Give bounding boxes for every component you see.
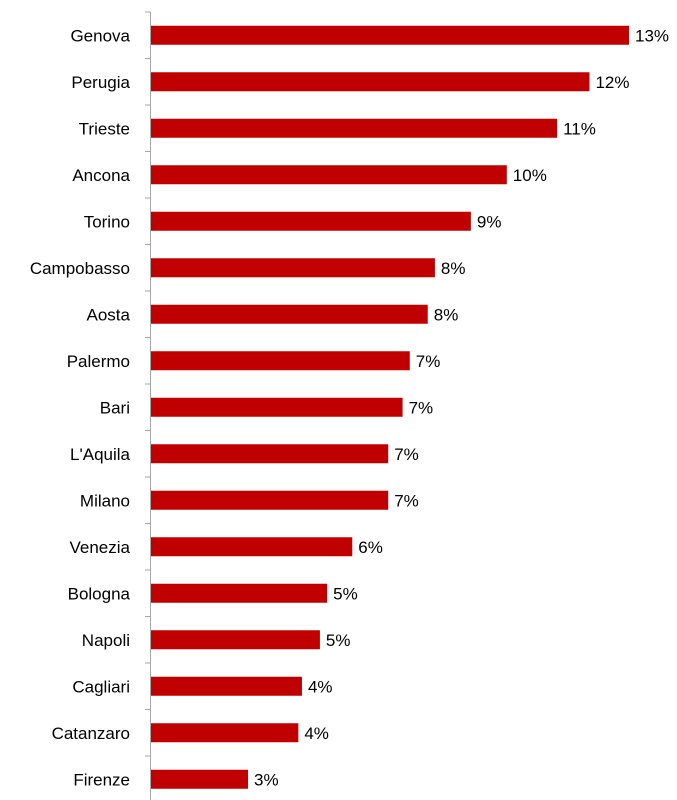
bar bbox=[151, 258, 435, 278]
data-label: 10% bbox=[513, 166, 547, 185]
data-label: 7% bbox=[394, 445, 419, 464]
bar bbox=[151, 165, 507, 185]
data-label: 9% bbox=[477, 212, 502, 231]
bars-layer bbox=[151, 25, 629, 789]
category-label: Bologna bbox=[68, 584, 131, 603]
category-label: Venezia bbox=[70, 538, 131, 557]
category-label: Perugia bbox=[71, 73, 130, 92]
bar bbox=[151, 583, 328, 603]
bar bbox=[151, 769, 249, 789]
bar bbox=[151, 630, 320, 650]
data-label: 5% bbox=[333, 584, 358, 603]
category-label: L'Aquila bbox=[70, 445, 131, 464]
bar bbox=[151, 723, 299, 743]
bar bbox=[151, 676, 302, 696]
category-label: Ancona bbox=[72, 166, 130, 185]
bar bbox=[151, 351, 410, 371]
axis-layer bbox=[145, 11, 151, 800]
data-label: 13% bbox=[635, 26, 669, 45]
bar bbox=[151, 118, 558, 138]
bar bbox=[151, 490, 389, 510]
category-label: Torino bbox=[84, 212, 130, 231]
category-label: Cagliari bbox=[72, 677, 130, 696]
data-label: 8% bbox=[434, 305, 459, 324]
bar bbox=[151, 397, 403, 417]
category-label: Bari bbox=[100, 398, 130, 417]
data-label: 4% bbox=[308, 677, 333, 696]
bar bbox=[151, 444, 389, 464]
category-label: Milano bbox=[80, 491, 130, 510]
data-label: 12% bbox=[595, 73, 629, 92]
data-label: 6% bbox=[358, 538, 383, 557]
bar bbox=[151, 72, 590, 92]
data-label: 3% bbox=[254, 770, 279, 789]
category-label: Palermo bbox=[67, 352, 130, 371]
category-label: Napoli bbox=[82, 631, 130, 650]
category-label: Genova bbox=[70, 26, 130, 45]
bar bbox=[151, 537, 353, 557]
data-label: 7% bbox=[416, 352, 441, 371]
bar bbox=[151, 211, 471, 231]
category-label: Campobasso bbox=[30, 259, 130, 278]
data-label: 7% bbox=[409, 398, 434, 417]
category-label: Aosta bbox=[87, 305, 131, 324]
data-label: 11% bbox=[563, 119, 596, 138]
bar bbox=[151, 304, 428, 324]
category-label: Trieste bbox=[79, 119, 130, 138]
category-label: Catanzaro bbox=[52, 724, 130, 743]
labels-layer: Genova 13% Perugia 12% Trieste 11% Ancona 10% To… bbox=[30, 26, 669, 789]
category-label: Firenze bbox=[73, 770, 130, 789]
data-label: 7% bbox=[394, 491, 419, 510]
data-label: 8% bbox=[441, 259, 466, 278]
bar bbox=[151, 25, 629, 45]
data-label: 4% bbox=[304, 724, 329, 743]
data-label: 5% bbox=[326, 631, 351, 650]
